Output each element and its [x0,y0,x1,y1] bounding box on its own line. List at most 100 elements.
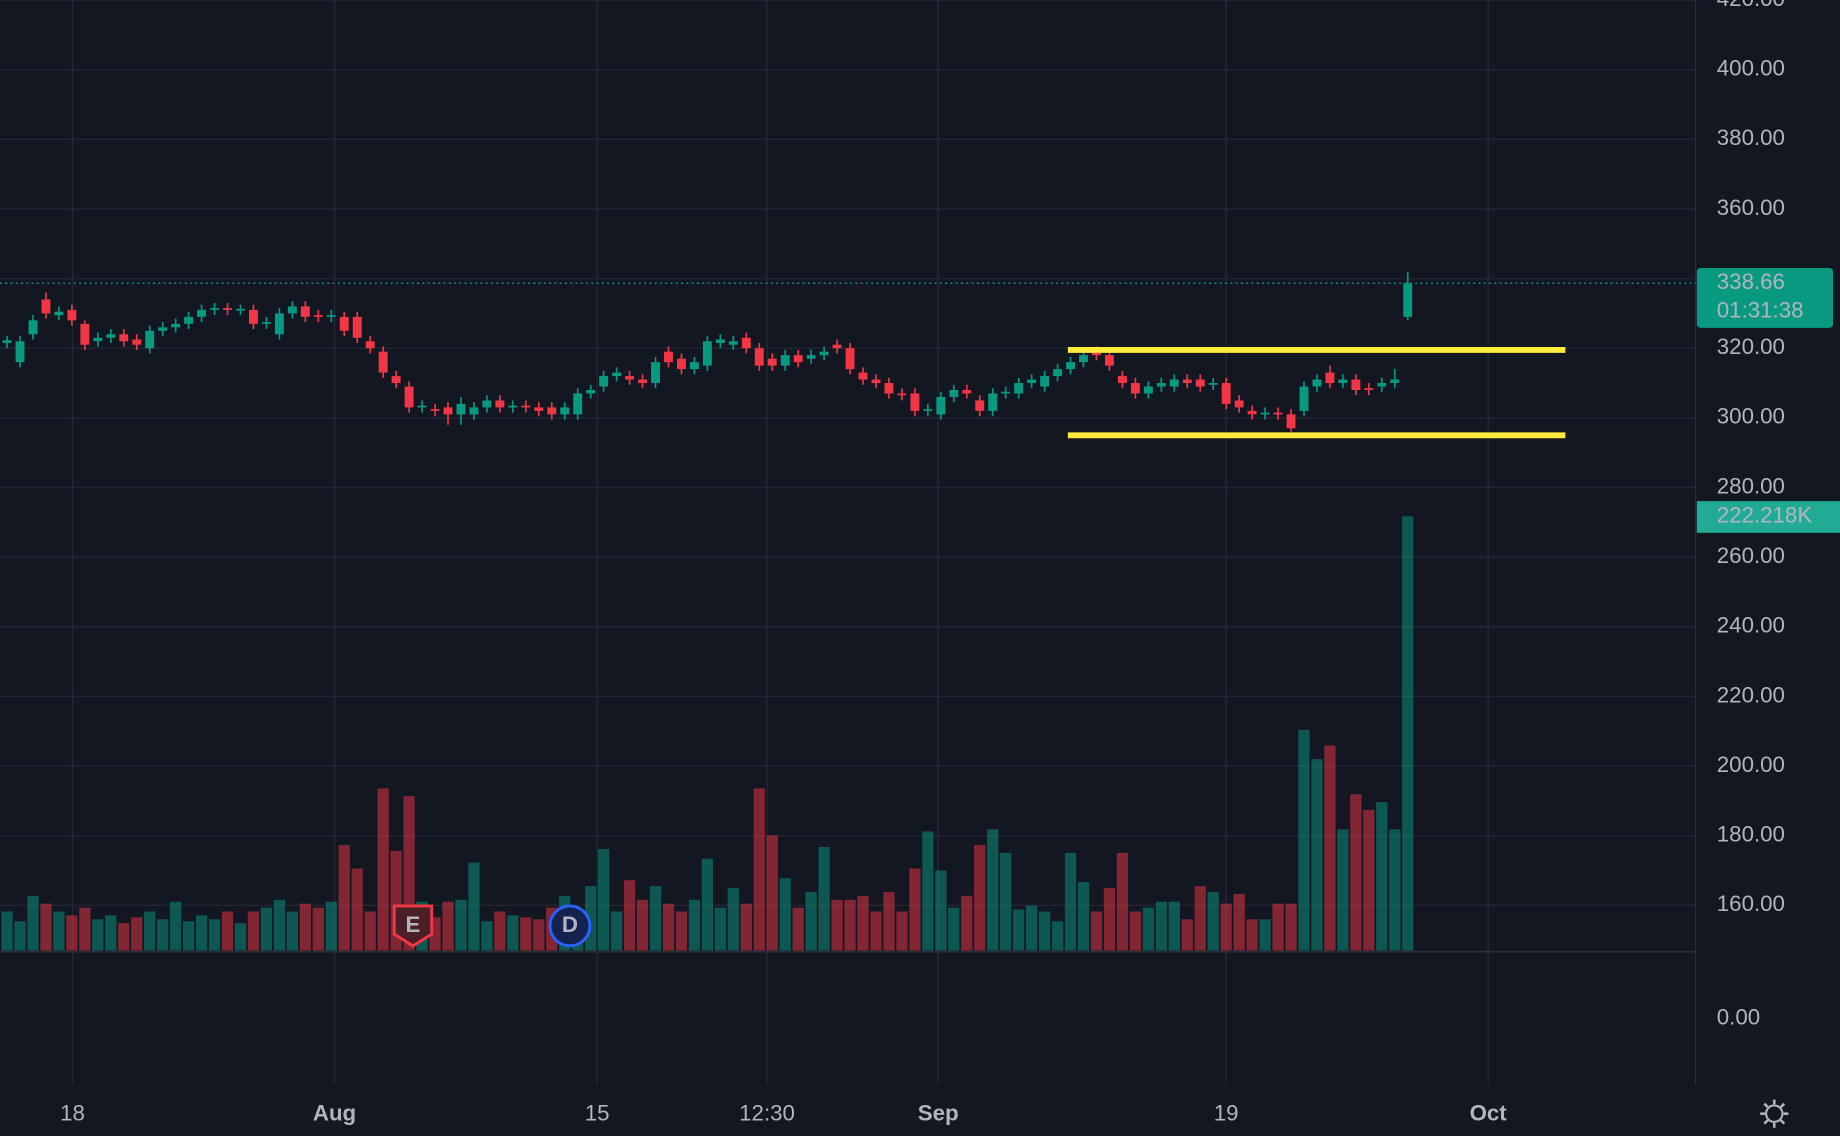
volume-bar [468,862,480,951]
volume-bar [1025,905,1038,951]
candle-body [923,409,933,411]
candle-body [1169,379,1179,387]
volume-bar [727,888,739,951]
volume-bar [1,911,13,951]
volume-bar [221,911,234,951]
volume-bar [442,901,454,951]
volume-bar [1350,794,1362,951]
candle-body [832,344,842,349]
volume-bar [507,915,519,951]
volume-bar [714,907,726,951]
candle-body [1040,376,1050,387]
volume-bar [766,835,778,951]
candle-body [80,323,90,345]
volume-bar [1298,729,1310,951]
volume-bar [1246,919,1258,951]
y-tick-label: 420.00 [1717,0,1785,11]
y-tick-label: 240.00 [1717,613,1785,638]
volume-bar [585,886,597,951]
volume-bar [1324,745,1336,951]
candle-body [962,389,972,394]
candle-body [106,334,116,338]
candle-body [573,393,583,415]
volume-bar [170,901,182,951]
volume-bar [1116,852,1129,951]
candle-body [184,316,194,324]
candle-body [352,316,362,338]
candle-body [1143,386,1153,394]
candle-body [508,405,518,408]
volume-bar [818,847,830,951]
lower-pane-tick-label: 0.00 [1717,1005,1760,1030]
volume-bar [40,903,52,951]
settings-icon[interactable] [1760,1099,1789,1128]
volume-bar [961,895,973,951]
candle-body [67,309,77,321]
earnings-marker [392,904,434,948]
volume-bar [1064,852,1077,951]
candle-body [638,379,648,384]
candle-body [612,372,622,377]
last-volume-badge [1696,501,1840,533]
y-tick-label: 300.00 [1717,404,1785,429]
volume-bar [144,911,156,951]
volume-bar [299,903,311,951]
candle-body [1014,383,1024,394]
candle-body [93,337,103,342]
volume-bar [909,868,921,951]
volume-bar [1168,901,1180,951]
volume-bar [312,907,324,951]
candle-body [223,308,232,310]
candle-body [988,393,998,411]
candle-body [1338,379,1348,384]
volume-bar [1051,921,1064,951]
x-tick-label: 12:30 [739,1101,795,1126]
candle-body [1273,412,1283,415]
candle-body [119,334,129,342]
candle-body [871,379,881,384]
candle-body [1403,283,1413,317]
countdown-label: 01:31:38 [1717,297,1804,322]
candle-body [1299,386,1309,411]
candle-body [287,306,297,314]
candle-body [676,358,686,370]
y-tick-label: 200.00 [1717,752,1785,777]
candle-body [897,393,907,396]
volume-bar [131,917,143,951]
volume-bar [896,911,908,951]
candle-body [625,376,635,380]
volume-bar [351,868,363,951]
candle-body [41,299,51,314]
x-tick-label: 15 [585,1101,610,1126]
last-price-label: 338.66 [1717,269,1785,294]
candle-body [261,322,271,324]
candle-body [430,409,440,411]
candle-body [715,339,725,343]
candle-body [651,362,660,384]
candle-body [1390,379,1400,384]
volume-bar [948,907,960,951]
candle-body [1130,383,1140,394]
volume-bar [14,921,26,951]
candle-body [300,306,310,317]
candle-body [858,372,868,380]
volume-bar [364,911,376,951]
volume-bar [1194,886,1206,951]
last-volume-label: 222.218K [1717,502,1813,527]
volume-bar [53,911,65,951]
volume-bar [610,911,623,951]
candle-body [599,376,609,387]
candle-body [482,400,492,408]
candle-body [1286,414,1296,429]
volume-bar [520,917,532,951]
y-tick-label: 260.00 [1717,543,1785,568]
volume-bar [157,919,169,951]
candle-body [197,309,207,317]
volume-bar [1129,911,1142,951]
candle-body [1221,383,1231,404]
volume-bar [208,919,221,951]
candle-body [1247,410,1257,415]
candle-body [249,309,258,324]
candle-body [1182,379,1192,384]
